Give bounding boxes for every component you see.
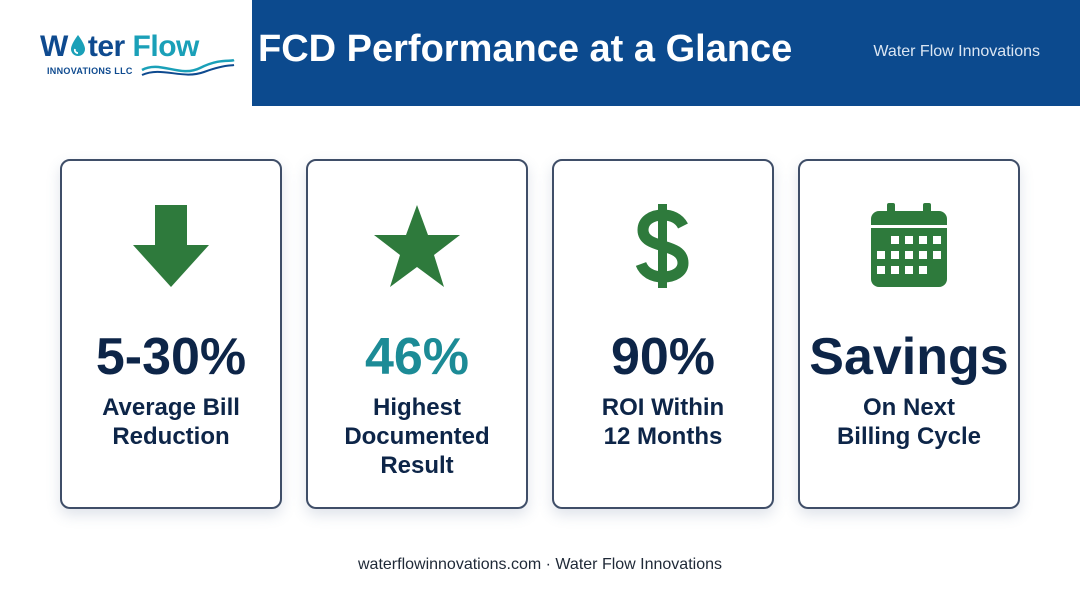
header-brand: Water Flow Innovations: [873, 43, 1040, 60]
header-bar: FCD Performance at a Glance Water Flow I…: [252, 0, 1080, 106]
page-title: FCD Performance at a Glance: [258, 28, 793, 70]
logo-letters-ter: ter: [87, 30, 125, 63]
metric-card-highest-result: 46% Highest Documented Result: [306, 159, 528, 509]
metric-label: Average Bill Reduction: [62, 393, 280, 451]
metric-label: ROI Within 12 Months: [554, 393, 772, 451]
metric-value: Savings: [809, 328, 1009, 386]
metric-card-roi: 90% ROI Within 12 Months: [552, 159, 774, 509]
metric-label-line: Average Bill: [102, 394, 240, 421]
calendar-icon: [864, 201, 954, 291]
waves-icon: [141, 58, 235, 76]
logo-letter-w: W: [40, 30, 68, 63]
metric-label: On Next Billing Cycle: [800, 393, 1018, 451]
arrow-down-icon: [126, 201, 216, 291]
metric-label-line: Billing Cycle: [836, 423, 982, 450]
metric-label-line: Documented: [344, 423, 490, 450]
metric-card-savings: Savings On Next Billing Cycle: [798, 159, 1020, 509]
metric-value: 5-30%: [95, 328, 247, 386]
metric-label-line: On Next: [862, 394, 955, 421]
dollar-icon: [618, 201, 708, 291]
metric-label-line: 12 Months: [603, 423, 723, 450]
metric-value: 90%: [610, 328, 716, 386]
footer-text: waterflowinnovations.com · Water Flow In…: [358, 556, 722, 573]
metric-label-line: ROI Within: [601, 394, 725, 421]
water-drop-icon: [70, 35, 85, 56]
metric-label-line: Result: [380, 452, 454, 479]
logo-subtitle: INNOVATIONS LLC: [47, 66, 133, 76]
metric-value: 46%: [364, 328, 470, 386]
metric-label-line: Highest: [372, 394, 461, 421]
star-icon: [372, 201, 462, 291]
metric-card-bill-reduction: 5-30% Average Bill Reduction: [60, 159, 282, 509]
metric-label: Highest Documented Result: [308, 393, 526, 480]
metric-label-line: Reduction: [112, 423, 230, 450]
logo-word-flow: Flow: [132, 30, 200, 63]
